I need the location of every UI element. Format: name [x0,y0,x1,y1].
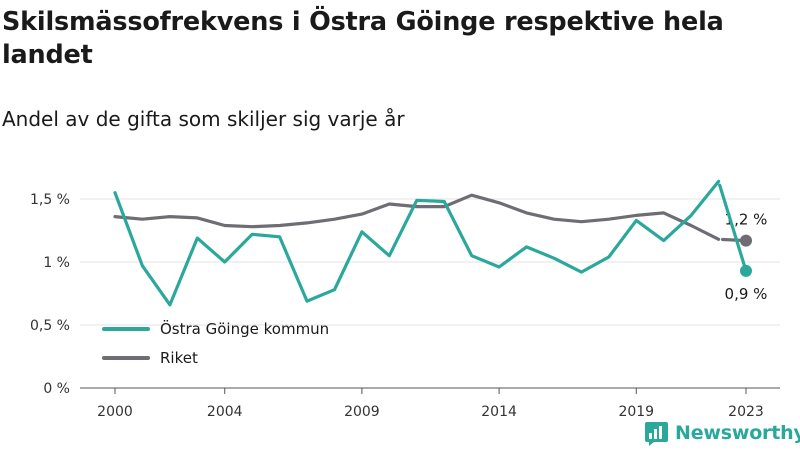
grid-lines [80,198,780,326]
x-tick-label: 2023 [728,404,764,420]
end-label-ostra-goinge: 0,9 % [725,285,768,303]
series-last-segment-ostra-goinge [718,183,748,273]
x-tick-label: 2009 [344,404,380,420]
x-tick-label: 2000 [97,404,133,420]
legend-label: Östra Göinge kommun [160,319,329,338]
x-tick-label: 2004 [207,404,243,420]
series-line-riket [113,193,721,241]
end-label-riket: 1,2 % [725,211,768,229]
end-point-riket [740,234,752,247]
x-tick-label: 2014 [481,404,517,420]
y-tick-label: 0,5 % [30,318,70,334]
brand-logo: Newsworthy [644,419,800,447]
bar-chart-logo-icon [645,421,668,446]
end-point-ostra-goinge [740,264,752,277]
chart-subtitle: Andel av de gifta som skiljer sig varje … [2,107,405,131]
y-tick-label: 0 % [43,381,70,397]
chart-title: Skilsmässofrekvens i Östra Göinge respek… [2,7,724,70]
axes: 0 % 0,5 % 1 % 1,5 % 2000 2004 2009 2014 2019 2023 [30,192,780,420]
y-tick-label: 1 % [43,255,70,271]
series-lines: 1,2 % 0,9 % [113,179,768,307]
y-tick-label: 1,5 % [30,192,70,208]
series-line-ostra-goinge [113,179,721,307]
brand-name: Newsworthy [675,422,800,444]
x-tick-label: 2019 [618,404,654,420]
legend: Östra Göinge kommun Riket [102,319,329,367]
legend-label: Riket [160,349,198,367]
